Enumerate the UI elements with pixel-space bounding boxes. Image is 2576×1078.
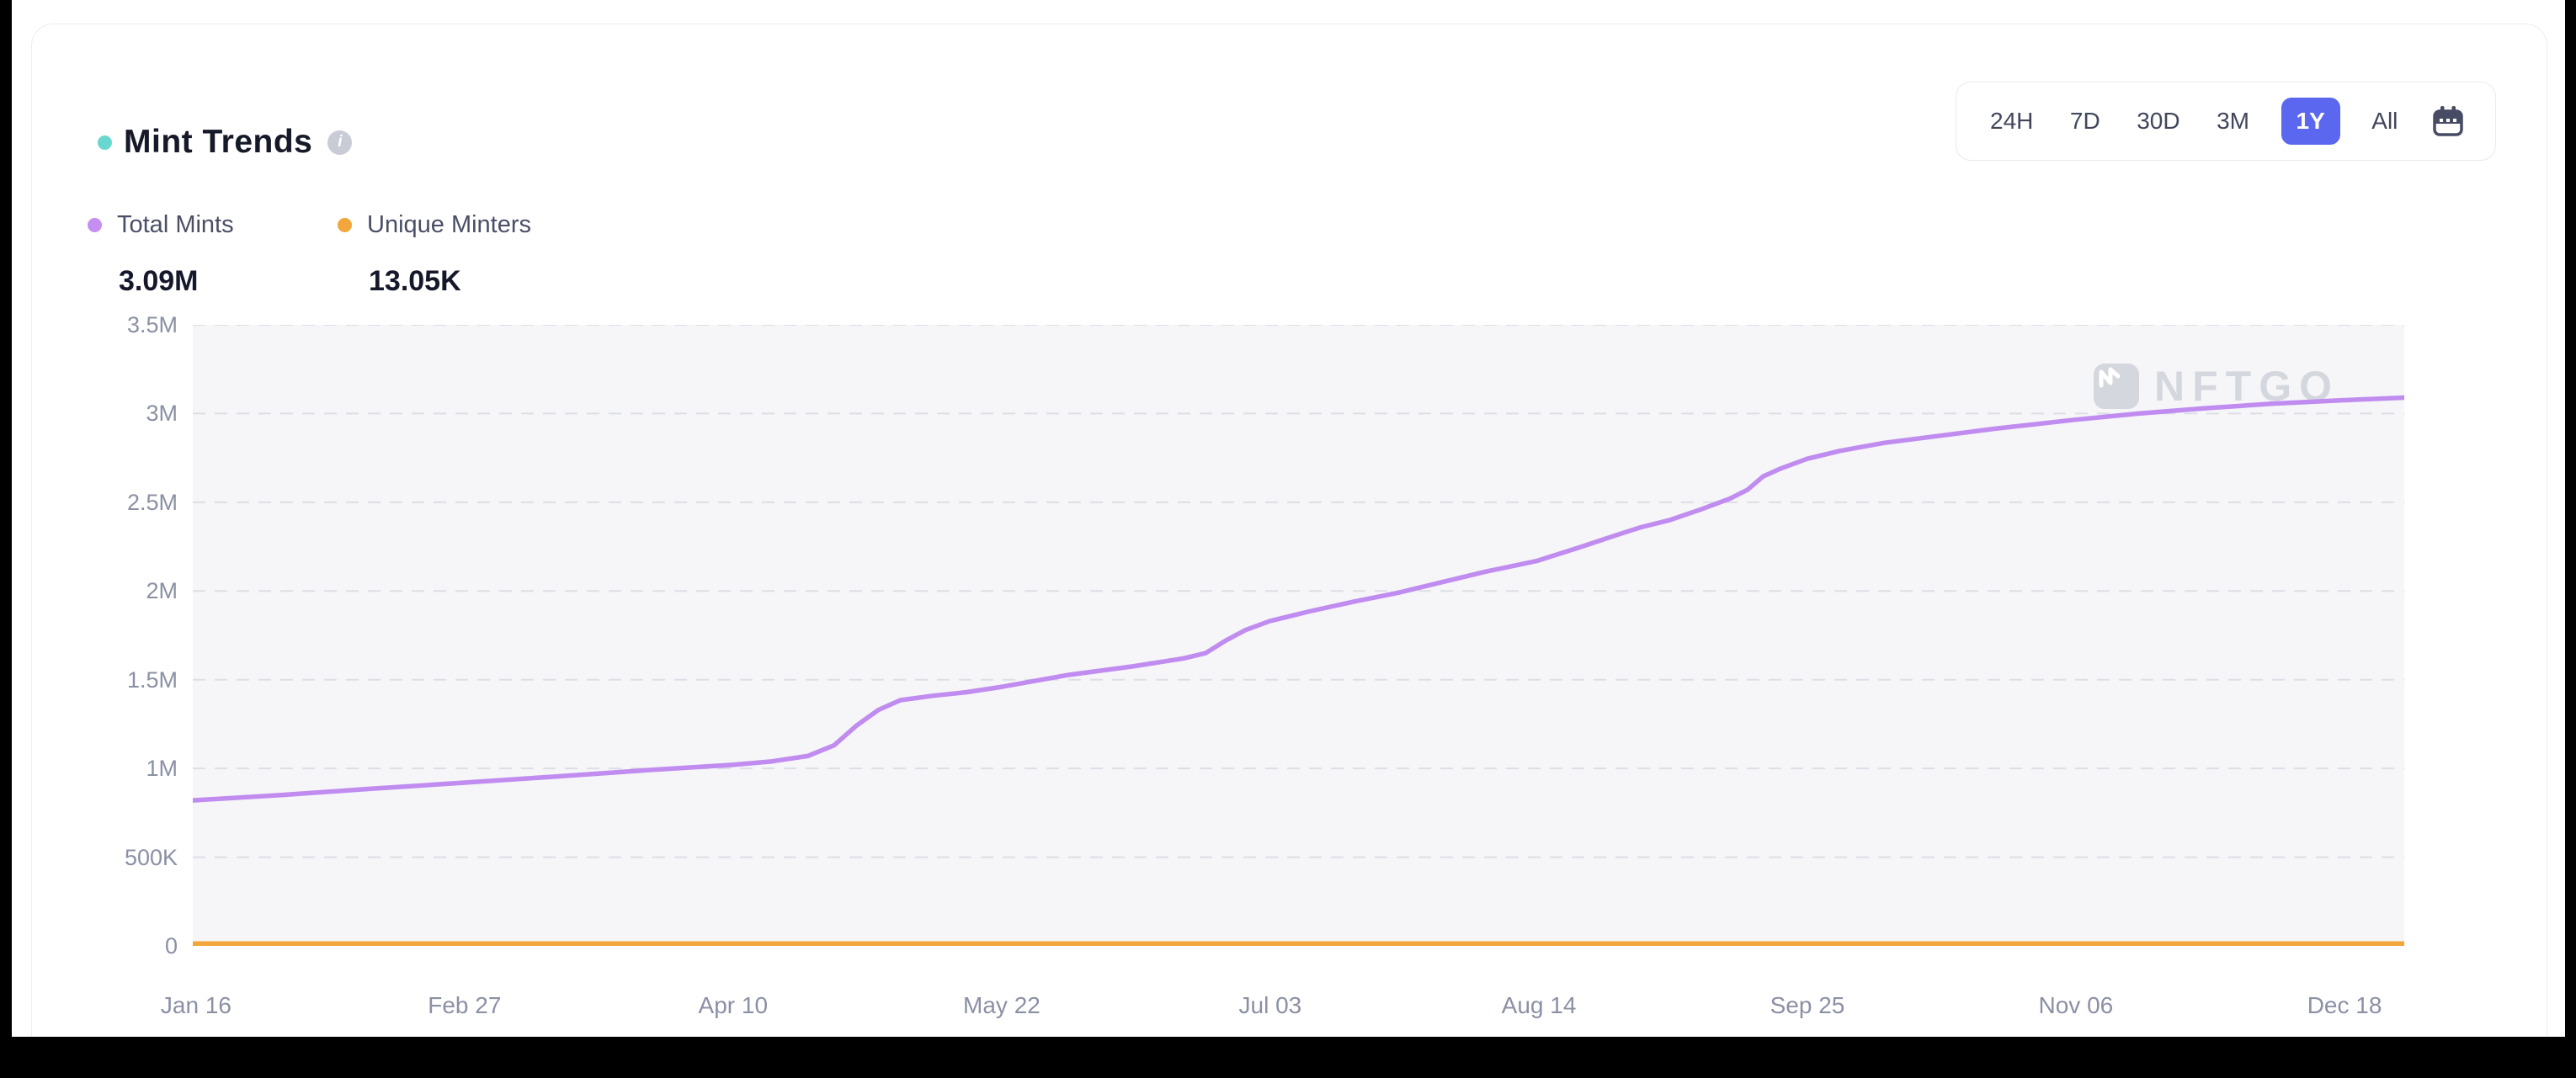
nftgo-watermark: NFTGO bbox=[2094, 362, 2339, 411]
chart-plot-area[interactable]: NFTGO bbox=[193, 325, 2404, 946]
title-accent-dot bbox=[98, 135, 112, 150]
x-tick-label: May 22 bbox=[963, 992, 1041, 1018]
y-tick-label: 1M bbox=[146, 756, 178, 782]
mint-trends-card: Mint Trends i 24H 7D 30D 3M 1Y All Total Mint… bbox=[31, 24, 2547, 1037]
x-tick-label: Apr 10 bbox=[698, 992, 769, 1018]
time-range-30d[interactable]: 30D bbox=[2137, 108, 2180, 134]
nftgo-logo-icon bbox=[2094, 364, 2139, 409]
y-tick-label: 3M bbox=[146, 401, 178, 427]
card-header: Mint Trends i bbox=[98, 124, 353, 161]
y-tick-label: 1.5M bbox=[126, 666, 178, 693]
x-tick-label: Aug 14 bbox=[1501, 992, 1577, 1018]
time-range-3m[interactable]: 3M bbox=[2217, 108, 2249, 134]
line-chart bbox=[193, 325, 2404, 946]
x-tick-label: Sep 25 bbox=[1770, 992, 1845, 1018]
unique-minters-label: Unique Minters bbox=[367, 211, 532, 238]
y-tick-label: 500K bbox=[124, 844, 178, 870]
total-mints-label: Total Mints bbox=[117, 211, 234, 238]
y-tick-label: 3.5M bbox=[126, 312, 178, 337]
x-tick-label: Dec 18 bbox=[2307, 992, 2382, 1018]
x-tick-label: Feb 27 bbox=[428, 992, 502, 1018]
x-tick-label: Nov 06 bbox=[2038, 992, 2114, 1018]
time-range-selector: 24H 7D 30D 3M 1Y All bbox=[1956, 82, 2496, 161]
y-axis: 3.5M 3M 2.5M 2M 1.5M 1M 500K 0 bbox=[32, 312, 178, 959]
info-icon[interactable]: i bbox=[327, 130, 353, 155]
unique-minters-dot bbox=[338, 218, 352, 232]
legend-item-total-mints[interactable]: Total Mints bbox=[88, 211, 234, 239]
page-title: Mint Trends bbox=[124, 124, 313, 160]
calendar-icon[interactable] bbox=[2430, 103, 2467, 140]
time-range-all[interactable]: All bbox=[2371, 108, 2398, 134]
x-axis: Jan 16 Feb 27 Apr 10 May 22 Jul 03 Aug 14 Sep … bbox=[161, 992, 2404, 1026]
x-tick-label: Jan 16 bbox=[160, 992, 232, 1018]
y-tick-label: 2.5M bbox=[126, 489, 178, 515]
content-surface: Mint Trends i 24H 7D 30D 3M 1Y All Total Mint… bbox=[12, 0, 2565, 1037]
total-mints-value: 3.09M bbox=[119, 265, 199, 297]
y-tick-label: 2M bbox=[146, 578, 178, 604]
legend-item-unique-minters[interactable]: Unique Minters bbox=[338, 211, 531, 239]
total-mints-dot bbox=[88, 218, 102, 232]
time-range-1y[interactable]: 1Y bbox=[2281, 98, 2340, 145]
unique-minters-value: 13.05K bbox=[369, 265, 461, 297]
time-range-24h[interactable]: 24H bbox=[1990, 108, 2034, 134]
series-total-mints bbox=[193, 395, 2404, 803]
x-tick-label: Jul 03 bbox=[1238, 992, 1302, 1018]
y-tick-label: 0 bbox=[164, 933, 178, 959]
time-range-7d[interactable]: 7D bbox=[2069, 108, 2100, 134]
